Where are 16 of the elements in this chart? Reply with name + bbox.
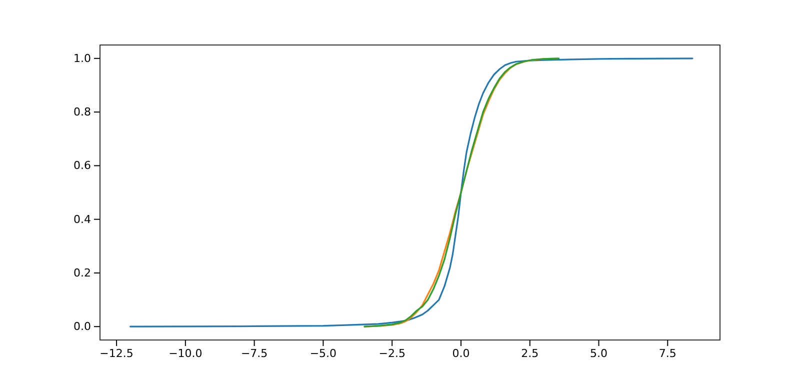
y-tick-label: 0.6 (74, 159, 91, 172)
x-tick-label: −12.5 (100, 346, 134, 360)
y-tick-label: 1.0 (74, 52, 91, 65)
y-tick-label: 0.2 (74, 266, 91, 280)
x-tick-label: 7.5 (658, 346, 676, 360)
y-tick-label: 0.4 (74, 212, 91, 226)
y-tick-label: 0.8 (74, 106, 91, 119)
x-tick-label: 0.0 (452, 346, 470, 360)
x-tick-label: −5.0 (310, 346, 337, 360)
line-series (130, 58, 694, 328)
x-tick-label: 2.5 (521, 346, 539, 360)
y-tick-label: 0.0 (74, 320, 91, 334)
x-tick-label: −7.5 (240, 346, 268, 360)
x-tick-label: 5.0 (590, 346, 608, 360)
x-tick-label: −10.0 (168, 346, 202, 360)
x-tick-label: −2.5 (378, 346, 406, 360)
